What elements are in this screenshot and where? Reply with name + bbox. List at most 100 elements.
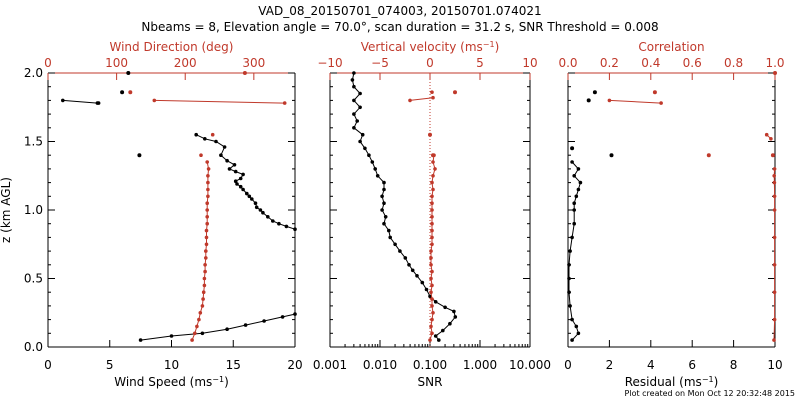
series-line xyxy=(62,99,99,104)
data-point xyxy=(204,242,209,247)
plot-created-footer: Plot created on Mon Oct 12 20:32:48 2015 xyxy=(625,389,795,398)
series-line xyxy=(609,99,662,104)
data-point xyxy=(360,132,365,137)
data-point xyxy=(169,334,174,338)
data-point xyxy=(430,235,434,240)
data-point xyxy=(431,160,435,164)
data-point xyxy=(567,276,571,281)
y-tick-label: 0.0 xyxy=(24,340,43,354)
top-tick-label: 0.0 xyxy=(558,56,577,70)
data-point xyxy=(367,153,371,157)
data-point xyxy=(567,263,571,267)
series-line xyxy=(409,97,434,101)
data-point xyxy=(453,90,457,95)
data-point xyxy=(284,224,289,229)
top-axis-label: Wind Direction (deg) xyxy=(110,40,234,54)
data-point xyxy=(772,167,777,171)
chart-subtitle: Nbeams = 8, Elevation angle = 70.0°, sca… xyxy=(141,20,658,34)
data-point xyxy=(388,235,393,240)
x-tick-label: 10 xyxy=(164,358,179,372)
x-tick-label: 2 xyxy=(606,358,614,372)
data-point xyxy=(225,158,229,163)
data-point xyxy=(382,180,386,185)
data-point xyxy=(437,338,441,342)
data-point xyxy=(659,101,663,105)
data-point xyxy=(430,304,434,308)
data-point xyxy=(205,208,209,212)
data-point xyxy=(403,256,408,260)
top-tick-label: 0.6 xyxy=(683,56,702,70)
data-point xyxy=(609,153,614,158)
data-point xyxy=(382,201,386,205)
data-point xyxy=(772,194,777,199)
top-tick-label: 1.0 xyxy=(765,56,784,70)
data-point xyxy=(592,90,597,95)
series-line xyxy=(773,168,776,341)
data-point xyxy=(607,98,612,103)
data-point xyxy=(190,338,194,342)
data-point xyxy=(772,235,777,240)
data-point xyxy=(266,215,270,219)
top-tick-label: 5 xyxy=(476,56,484,70)
data-point xyxy=(430,269,434,274)
data-point xyxy=(430,201,434,205)
series-black xyxy=(61,71,297,342)
data-point xyxy=(772,180,777,185)
data-point xyxy=(205,215,209,219)
data-point xyxy=(429,249,433,253)
data-point xyxy=(576,187,581,192)
data-point xyxy=(429,290,433,295)
series-line xyxy=(195,134,296,230)
x-tick-label: 20 xyxy=(287,358,302,372)
data-point xyxy=(429,324,433,329)
chart-title: VAD_08_20150701_074003, 20150701.074021 xyxy=(258,4,541,18)
top-axis-label: Correlation xyxy=(638,40,704,54)
data-point xyxy=(574,324,579,329)
data-point xyxy=(205,160,209,164)
series-red xyxy=(607,71,777,342)
x-tick-label: 0 xyxy=(564,358,572,372)
data-point xyxy=(128,90,133,95)
bottom-axis-label-unit-exponent: −1 xyxy=(212,375,224,384)
data-point xyxy=(433,334,438,338)
data-point xyxy=(770,153,775,158)
top-tick-label: 0 xyxy=(44,56,52,70)
data-point xyxy=(206,194,210,199)
data-point xyxy=(408,98,412,103)
data-point xyxy=(429,256,433,260)
data-point xyxy=(570,160,574,164)
data-point xyxy=(225,327,229,332)
top-axis-label-text: Correlation xyxy=(638,40,704,54)
data-point xyxy=(568,249,572,253)
data-point xyxy=(262,319,266,323)
data-point xyxy=(282,101,287,105)
data-point xyxy=(572,208,576,212)
data-point xyxy=(352,98,356,103)
data-point xyxy=(424,287,429,292)
data-point xyxy=(453,315,458,319)
data-point xyxy=(352,71,356,75)
data-point xyxy=(233,179,238,183)
data-point xyxy=(205,201,209,205)
top-tick-label: 0.2 xyxy=(600,56,619,70)
data-point xyxy=(202,283,207,288)
data-point xyxy=(407,263,411,267)
data-point xyxy=(433,300,438,304)
data-point xyxy=(206,167,211,171)
x-tick-label: 10 xyxy=(767,358,782,372)
data-point xyxy=(570,338,574,342)
data-point xyxy=(430,297,434,301)
data-point xyxy=(204,249,208,253)
series-line xyxy=(140,313,296,341)
data-point xyxy=(380,194,384,199)
data-point xyxy=(570,235,574,240)
top-axis-label-text: Wind Direction (deg) xyxy=(110,40,234,54)
data-point xyxy=(380,208,384,212)
bottom-axis-label-text: SNR xyxy=(418,375,443,389)
data-point xyxy=(200,304,205,308)
data-point xyxy=(358,105,362,110)
top-tick-label: 300 xyxy=(242,56,265,70)
x-tick-label: 10.000 xyxy=(509,358,551,372)
data-point xyxy=(352,84,356,89)
